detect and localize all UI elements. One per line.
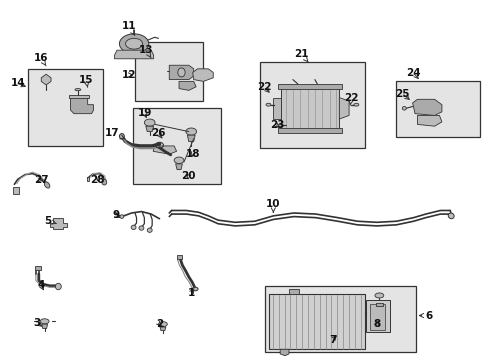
Polygon shape: [146, 126, 154, 132]
Ellipse shape: [174, 157, 184, 163]
Ellipse shape: [448, 213, 454, 219]
Text: 22: 22: [257, 82, 272, 93]
Polygon shape: [289, 289, 299, 294]
Ellipse shape: [75, 89, 81, 91]
Text: 25: 25: [395, 89, 410, 99]
Text: 24: 24: [406, 68, 421, 78]
Text: 21: 21: [294, 49, 309, 62]
Polygon shape: [193, 69, 213, 81]
Text: 22: 22: [344, 93, 359, 105]
Ellipse shape: [375, 293, 384, 298]
Text: 9: 9: [112, 210, 120, 220]
Ellipse shape: [55, 283, 61, 290]
Polygon shape: [175, 164, 182, 170]
Text: 28: 28: [90, 175, 104, 185]
Text: 8: 8: [373, 319, 381, 329]
Bar: [135, 42, 203, 101]
Bar: [366, 300, 390, 332]
Polygon shape: [35, 266, 41, 270]
Polygon shape: [281, 87, 339, 130]
Ellipse shape: [120, 34, 149, 54]
Text: 11: 11: [122, 21, 136, 35]
Polygon shape: [169, 65, 194, 80]
Ellipse shape: [354, 103, 359, 106]
Text: 26: 26: [151, 129, 166, 138]
Text: 23: 23: [270, 121, 284, 130]
Polygon shape: [176, 255, 182, 259]
Bar: [260, 62, 365, 148]
Ellipse shape: [147, 228, 152, 232]
Polygon shape: [87, 177, 89, 181]
Polygon shape: [339, 98, 349, 119]
Bar: [265, 286, 416, 352]
Text: 14: 14: [10, 78, 25, 88]
Polygon shape: [376, 303, 383, 306]
Text: 10: 10: [266, 199, 281, 212]
Ellipse shape: [139, 226, 144, 230]
Text: 13: 13: [139, 45, 153, 58]
Bar: [133, 108, 220, 184]
Text: 12: 12: [122, 70, 136, 80]
Bar: [396, 81, 480, 137]
Text: 1: 1: [188, 288, 195, 298]
Polygon shape: [413, 99, 442, 116]
Text: 7: 7: [329, 334, 337, 345]
Text: 19: 19: [138, 108, 152, 118]
Polygon shape: [42, 324, 48, 328]
Bar: [27, 69, 103, 146]
Polygon shape: [69, 95, 89, 98]
Ellipse shape: [125, 39, 143, 49]
Ellipse shape: [120, 215, 124, 219]
Polygon shape: [160, 327, 166, 330]
Ellipse shape: [402, 107, 406, 110]
Polygon shape: [71, 98, 94, 114]
Polygon shape: [278, 84, 342, 89]
Ellipse shape: [102, 179, 107, 185]
Polygon shape: [417, 116, 442, 126]
Ellipse shape: [266, 103, 271, 106]
Text: 6: 6: [419, 311, 433, 320]
Polygon shape: [179, 81, 196, 90]
Ellipse shape: [120, 134, 124, 139]
Text: 5: 5: [45, 216, 56, 226]
Polygon shape: [273, 98, 281, 119]
Text: 3: 3: [34, 318, 42, 328]
Bar: [370, 305, 385, 329]
Text: 17: 17: [104, 128, 124, 139]
Polygon shape: [13, 187, 19, 194]
Polygon shape: [278, 128, 342, 133]
Ellipse shape: [178, 68, 185, 77]
Ellipse shape: [277, 124, 282, 127]
Text: 4: 4: [37, 280, 45, 290]
Ellipse shape: [186, 128, 196, 135]
Ellipse shape: [45, 182, 50, 188]
Text: 2: 2: [156, 319, 163, 329]
Text: 20: 20: [182, 171, 196, 181]
Ellipse shape: [159, 321, 167, 327]
Ellipse shape: [131, 225, 136, 229]
Text: 18: 18: [186, 149, 200, 159]
Polygon shape: [153, 146, 176, 154]
Ellipse shape: [40, 319, 49, 324]
Polygon shape: [280, 349, 289, 356]
Polygon shape: [115, 50, 154, 59]
Text: 16: 16: [33, 53, 48, 66]
Polygon shape: [49, 219, 67, 229]
Ellipse shape: [145, 119, 155, 126]
Text: 15: 15: [79, 75, 94, 87]
Ellipse shape: [192, 287, 198, 291]
Polygon shape: [187, 135, 195, 141]
Text: 27: 27: [34, 175, 49, 185]
Polygon shape: [41, 74, 51, 85]
Bar: [270, 294, 365, 349]
